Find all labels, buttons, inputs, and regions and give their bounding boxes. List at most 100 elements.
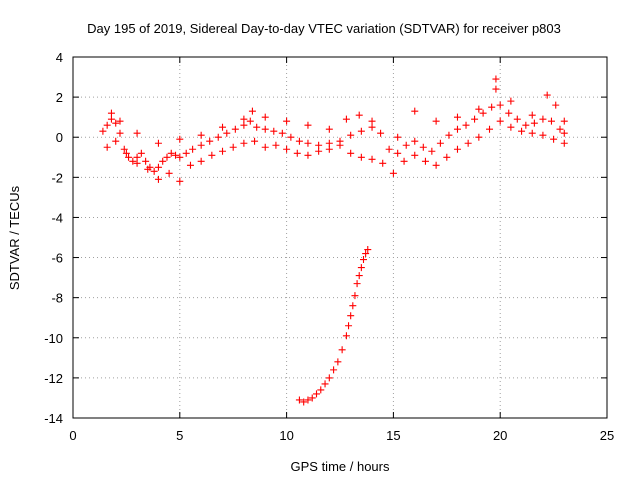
data-point bbox=[107, 115, 115, 123]
x-tick-label: 0 bbox=[69, 428, 76, 443]
data-point bbox=[496, 101, 504, 109]
grid-lines bbox=[73, 57, 607, 418]
data-point bbox=[530, 119, 538, 127]
y-tick-label: -12 bbox=[44, 371, 63, 386]
data-point bbox=[133, 129, 141, 137]
data-point bbox=[154, 175, 162, 183]
y-tick-label: -2 bbox=[51, 170, 63, 185]
data-point bbox=[137, 149, 145, 157]
data-point bbox=[368, 155, 376, 163]
y-tick-label: 2 bbox=[56, 90, 63, 105]
data-point bbox=[197, 141, 205, 149]
data-point bbox=[394, 133, 402, 141]
data-point bbox=[208, 151, 216, 159]
data-point bbox=[464, 139, 472, 147]
data-point bbox=[488, 103, 496, 111]
data-point bbox=[543, 91, 551, 99]
data-point bbox=[172, 151, 180, 159]
y-tick-label: -8 bbox=[51, 291, 63, 306]
data-point bbox=[522, 121, 530, 129]
data-point bbox=[368, 117, 376, 125]
axis-ticks: 0 5 10 15 20 25 -14 -12 -10 -8 -6 -4 -2 0 2 4 bbox=[44, 50, 614, 443]
data-point bbox=[453, 113, 461, 121]
data-point bbox=[334, 358, 342, 366]
data-point bbox=[560, 117, 568, 125]
data-point bbox=[379, 159, 387, 167]
data-point bbox=[246, 117, 254, 125]
data-point bbox=[99, 127, 107, 135]
data-point bbox=[270, 127, 278, 135]
data-point bbox=[492, 75, 500, 83]
series-main_band bbox=[99, 85, 568, 175]
data-point bbox=[293, 149, 301, 157]
data-point bbox=[336, 141, 344, 149]
data-point bbox=[253, 123, 261, 131]
data-point bbox=[304, 396, 312, 404]
data-point bbox=[325, 374, 333, 382]
data-point bbox=[368, 123, 376, 131]
data-point bbox=[353, 280, 361, 288]
data-point bbox=[389, 169, 397, 177]
data-point bbox=[347, 312, 355, 320]
data-point bbox=[496, 117, 504, 125]
data-point bbox=[342, 115, 350, 123]
data-point bbox=[261, 113, 269, 121]
data-point bbox=[186, 161, 194, 169]
data-point bbox=[355, 272, 363, 280]
data-point bbox=[176, 177, 184, 185]
data-point bbox=[197, 157, 205, 165]
data-point bbox=[471, 115, 479, 123]
data-point bbox=[304, 139, 312, 147]
data-point bbox=[240, 139, 248, 147]
data-point bbox=[283, 145, 291, 153]
data-point bbox=[411, 151, 419, 159]
data-point bbox=[150, 167, 158, 175]
data-point bbox=[560, 129, 568, 137]
data-point bbox=[133, 159, 141, 167]
data-point bbox=[351, 292, 359, 300]
data-point bbox=[129, 157, 137, 165]
data-point bbox=[154, 139, 162, 147]
data-point bbox=[240, 115, 248, 123]
data-point bbox=[229, 143, 237, 151]
data-point bbox=[357, 127, 365, 135]
data-point bbox=[547, 117, 555, 125]
data-point bbox=[219, 147, 227, 155]
y-tick-label: -14 bbox=[44, 411, 63, 426]
data-point bbox=[349, 302, 357, 310]
data-point bbox=[539, 131, 547, 139]
data-point bbox=[347, 131, 355, 139]
data-point bbox=[411, 137, 419, 145]
data-point bbox=[278, 129, 286, 137]
data-point bbox=[462, 121, 470, 129]
data-point bbox=[513, 115, 521, 123]
data-point bbox=[321, 380, 329, 388]
data-point bbox=[261, 143, 269, 151]
data-point bbox=[325, 145, 333, 153]
data-point bbox=[103, 143, 111, 151]
data-point bbox=[528, 111, 536, 119]
data-point bbox=[560, 139, 568, 147]
series-lower_band bbox=[103, 117, 568, 185]
data-point bbox=[295, 396, 303, 404]
data-point bbox=[377, 129, 385, 137]
data-point bbox=[116, 129, 124, 137]
data-point bbox=[436, 139, 444, 147]
data-point bbox=[528, 129, 536, 137]
data-point bbox=[248, 107, 256, 115]
data-point bbox=[453, 145, 461, 153]
data-point bbox=[347, 149, 355, 157]
data-point bbox=[163, 153, 171, 161]
data-point bbox=[402, 141, 410, 149]
data-point bbox=[432, 161, 440, 169]
y-tick-label: -6 bbox=[51, 251, 63, 266]
data-point bbox=[272, 141, 280, 149]
data-point bbox=[287, 133, 295, 141]
series-descending_arc bbox=[295, 246, 372, 406]
data-point bbox=[428, 147, 436, 155]
data-point bbox=[479, 109, 487, 117]
data-point bbox=[133, 153, 141, 161]
data-point bbox=[206, 137, 214, 145]
data-point bbox=[552, 101, 560, 109]
